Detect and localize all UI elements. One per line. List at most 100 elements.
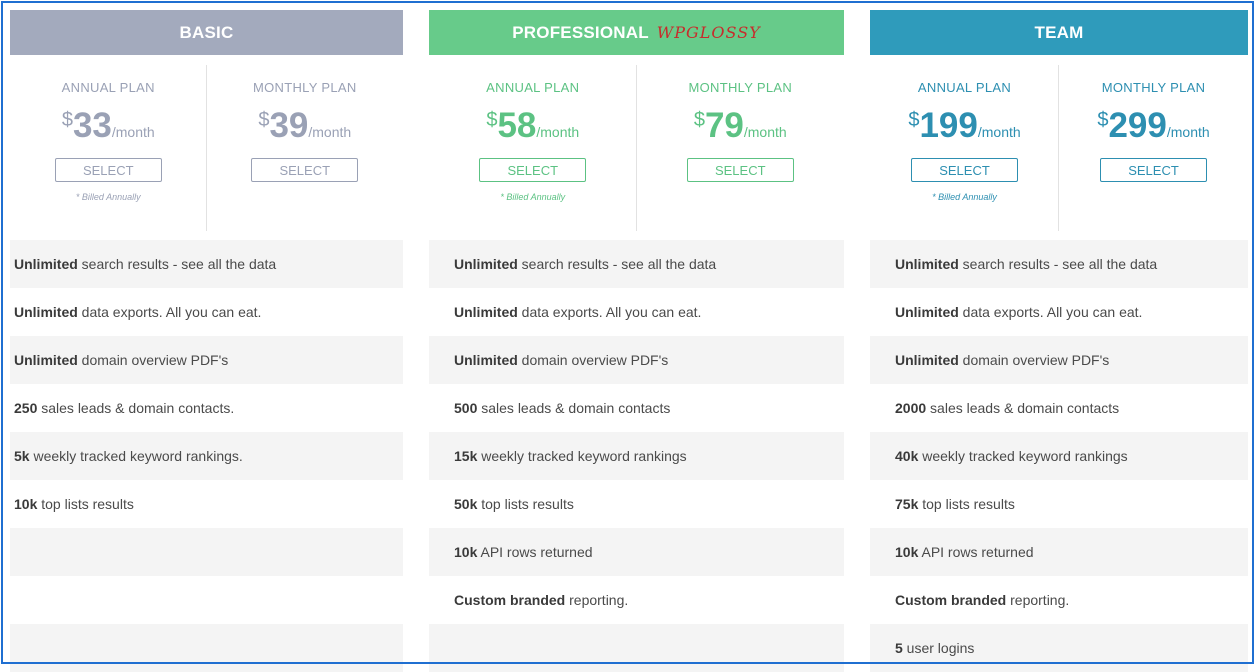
feature-highlight: 50k — [454, 496, 478, 512]
feature-row: 2000 sales leads & domain contacts — [870, 384, 1248, 432]
annual-plan: ANNUAL PLAN $58/month SELECT * Billed Annua… — [429, 55, 637, 240]
feature-highlight: 5 — [895, 640, 903, 656]
price-period: /month — [1166, 124, 1210, 140]
feature-highlight: Unlimited — [895, 256, 959, 272]
currency-symbol: $ — [908, 109, 920, 131]
currency-symbol: $ — [61, 109, 73, 131]
feature-row: 15k weekly tracked keyword rankings — [429, 432, 844, 480]
currency-symbol: $ — [693, 109, 705, 131]
feature-highlight: 500 — [454, 400, 478, 416]
feature-text: reporting. — [565, 592, 629, 608]
monthly-select-button[interactable]: SELECT — [251, 158, 359, 182]
annual-price: $33/month — [10, 106, 207, 146]
monthly-price: $79/month — [637, 106, 845, 146]
feature-row: 50k top lists results — [429, 480, 844, 528]
feature-row: 10k API rows returned — [870, 528, 1248, 576]
feature-row: 500 sales leads & domain contacts — [429, 384, 844, 432]
feature-row: 40k weekly tracked keyword rankings — [870, 432, 1248, 480]
monthly-price: $39/month — [207, 106, 404, 146]
annual-select-button[interactable]: SELECT — [911, 158, 1018, 182]
feature-highlight: Unlimited — [14, 304, 78, 320]
feature-row: Unlimited data exports. All you can eat. — [10, 288, 403, 336]
feature-highlight: Unlimited — [454, 304, 518, 320]
monthly-plan-label: MONTHLY PLAN — [688, 80, 793, 95]
annual-plan-label: ANNUAL PLAN — [917, 80, 1012, 95]
feature-highlight: 75k — [895, 496, 919, 512]
feature-text: top lists results — [37, 496, 134, 512]
monthly-plan: MONTHLY PLAN $79/month SELECT — [637, 55, 845, 240]
monthly-select-button[interactable]: SELECT — [686, 158, 794, 182]
feature-text: data exports. All you can eat. — [958, 304, 1143, 320]
price-period: /month — [977, 124, 1021, 140]
annual-select-button[interactable]: SELECT — [479, 158, 587, 182]
feature-highlight: 40k — [895, 448, 919, 464]
pricing-column-basic: BASIC ANNUAL PLAN $33/month SELECT * Billed … — [10, 10, 403, 672]
currency-symbol: $ — [486, 109, 498, 131]
annual-plan-label: ANNUAL PLAN — [61, 80, 155, 95]
feature-text: weekly tracked keyword rankings — [477, 448, 687, 464]
feature-highlight: Unlimited — [14, 352, 78, 368]
feature-text: top lists results — [477, 496, 574, 512]
plan-title-text: BASIC — [179, 23, 234, 42]
feature-text: domain overview PDF's — [958, 352, 1110, 368]
feature-highlight: Unlimited — [454, 352, 518, 368]
feature-row: Unlimited data exports. All you can eat. — [429, 288, 844, 336]
feature-list: Unlimited search results - see all the d… — [429, 240, 844, 672]
feature-row: Unlimited domain overview PDF's — [10, 336, 403, 384]
price-period: /month — [743, 124, 787, 140]
feature-text: user logins — [902, 640, 975, 656]
monthly-plan-label: MONTHLY PLAN — [1101, 80, 1206, 95]
price-amount: 58 — [497, 106, 537, 145]
price-amount: 79 — [704, 106, 744, 145]
feature-highlight: Unlimited — [14, 256, 78, 272]
feature-text: reporting. — [1006, 592, 1070, 608]
monthly-plan: MONTHLY PLAN $299/month SELECT — [1059, 55, 1248, 240]
feature-text: sales leads & domain contacts. — [37, 400, 235, 416]
billing-note: * Billed Annually — [932, 192, 997, 202]
feature-row: Unlimited domain overview PDF's — [429, 336, 844, 384]
feature-highlight: 10k — [895, 544, 919, 560]
price-period: /month — [308, 124, 352, 140]
feature-text: API rows returned — [918, 544, 1034, 560]
feature-highlight: 5k — [14, 448, 30, 464]
monthly-select-button[interactable]: SELECT — [1100, 158, 1207, 182]
price-amount: 39 — [269, 106, 309, 145]
feature-row — [429, 624, 844, 672]
annual-select-button[interactable]: SELECT — [54, 158, 162, 182]
feature-text: sales leads & domain contacts — [477, 400, 671, 416]
feature-text: API rows returned — [477, 544, 593, 560]
price-amount: 299 — [1108, 106, 1167, 145]
feature-row: Custom branded reporting. — [429, 576, 844, 624]
feature-highlight: Unlimited — [895, 304, 959, 320]
feature-row: 75k top lists results — [870, 480, 1248, 528]
price-period: /month — [536, 124, 580, 140]
feature-highlight: Unlimited — [454, 256, 518, 272]
feature-text: weekly tracked keyword rankings — [918, 448, 1128, 464]
pricing-column-professional: PROFESSIONAL WPGLOSSY ANNUAL PLAN $58/month… — [429, 10, 844, 672]
currency-symbol: $ — [1097, 109, 1109, 131]
monthly-plan-label: MONTHLY PLAN — [252, 80, 357, 95]
feature-list: Unlimited search results - see all the d… — [870, 240, 1248, 672]
feature-row: Unlimited search results - see all the d… — [870, 240, 1248, 288]
annual-plan: ANNUAL PLAN $33/month SELECT * Billed Annua… — [10, 55, 207, 240]
billing-note: * Billed Annually — [500, 192, 566, 202]
feature-highlight: 2000 — [895, 400, 927, 416]
feature-row: 5k weekly tracked keyword rankings. — [10, 432, 403, 480]
feature-row: 5 user logins — [870, 624, 1248, 672]
feature-text: weekly tracked keyword rankings. — [29, 448, 243, 464]
feature-text: search results - see all the data — [958, 256, 1158, 272]
feature-highlight: 15k — [454, 448, 478, 464]
feature-row — [10, 624, 403, 672]
feature-text: search results - see all the data — [517, 256, 717, 272]
feature-text: data exports. All you can eat. — [77, 304, 262, 320]
plan-options: ANNUAL PLAN $58/month SELECT * Billed Annua… — [429, 55, 844, 240]
feature-row: Unlimited search results - see all the d… — [10, 240, 403, 288]
feature-row: Unlimited data exports. All you can eat. — [870, 288, 1248, 336]
feature-text: domain overview PDF's — [77, 352, 229, 368]
feature-list: Unlimited search results - see all the d… — [10, 240, 403, 672]
feature-row — [10, 528, 403, 576]
plan-title-text: PROFESSIONAL — [512, 23, 649, 42]
annual-plan: ANNUAL PLAN $199/month SELECT * Billed Annu… — [870, 55, 1059, 240]
feature-text: search results - see all the data — [77, 256, 277, 272]
annual-plan-label: ANNUAL PLAN — [486, 80, 580, 95]
